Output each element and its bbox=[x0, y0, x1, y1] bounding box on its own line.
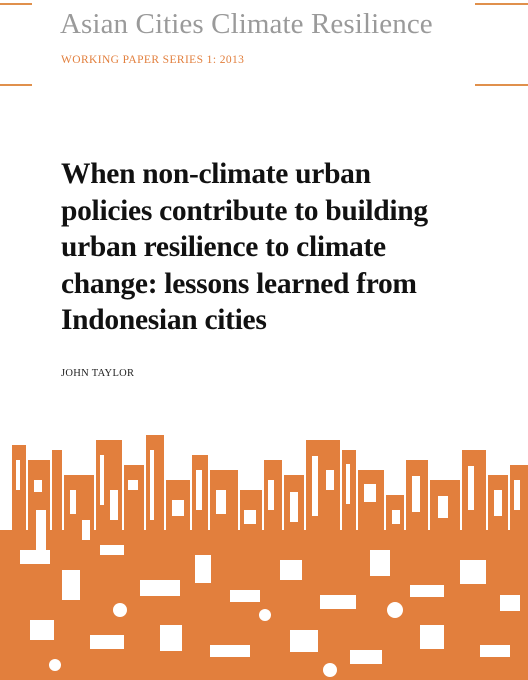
series-title: Asian Cities Climate Resilience bbox=[60, 8, 433, 40]
title-line: When non-climate urban bbox=[61, 158, 371, 190]
city-skyline-illustration bbox=[0, 435, 528, 680]
series-subtitle: WORKING PAPER SERIES 1: 2013 bbox=[61, 54, 245, 66]
paper-title: When non-climate urban policies contribu… bbox=[61, 156, 501, 339]
title-line: Indonesian cities bbox=[61, 304, 267, 336]
title-line: change: lessons learned from bbox=[61, 267, 417, 300]
top-right-rule bbox=[475, 3, 528, 5]
author-name: JOHN TAYLOR bbox=[61, 368, 135, 379]
top-left-rule bbox=[0, 3, 32, 5]
title-line: urban resilience to climate bbox=[61, 231, 386, 263]
header-left-rule bbox=[0, 84, 32, 86]
header-right-rule bbox=[475, 84, 528, 86]
title-line: policies contribute to building bbox=[61, 194, 428, 227]
